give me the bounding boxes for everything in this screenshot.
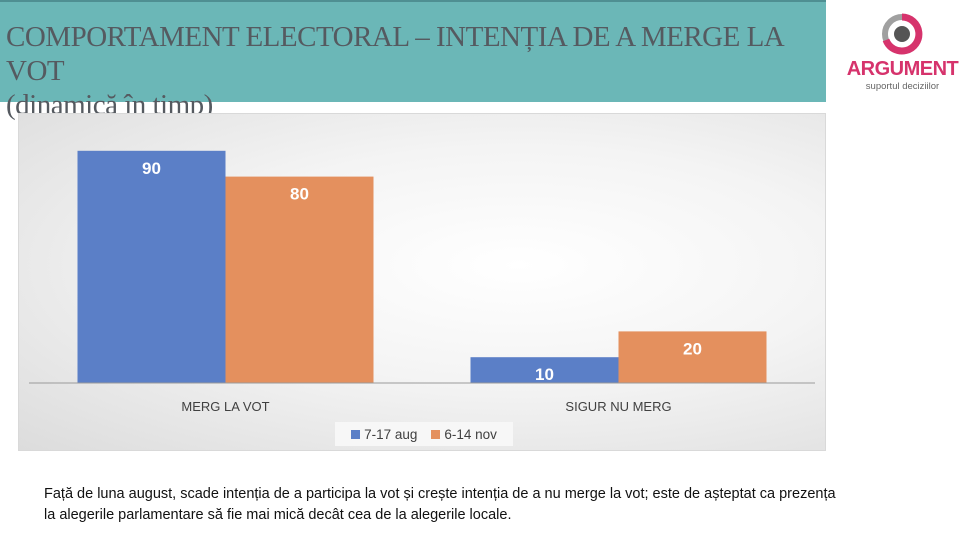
data-label-1-0: 10	[535, 365, 554, 384]
legend-item-aug: 7-17 aug	[351, 427, 417, 442]
category-label-1: SIGUR NU MERG	[565, 399, 671, 414]
legend-swatch-aug	[351, 429, 361, 439]
legend-item-nov: 6-14 nov	[431, 427, 497, 442]
chart-plot: 90 80 MERG LA VOT 10 20 SIGUR NU MERG	[29, 150, 815, 414]
data-label-0-0: 90	[142, 159, 161, 178]
legend-label-nov: 6-14 nov	[444, 426, 497, 442]
bar-chart: 90 80 MERG LA VOT 10 20 SIGUR NU MERG 7-17 au…	[18, 113, 826, 451]
legend-swatch-nov	[431, 429, 441, 439]
bar-0-0	[77, 150, 226, 383]
category-label-0: MERG LA VOT	[181, 399, 269, 414]
footer-note: Față de luna august, scade intenția de a…	[44, 486, 836, 523]
argument-logo: ARGUMENT suportul deciziilor	[840, 10, 965, 95]
title-banner: COMPORTAMENT ELECTORAL – INTENȚIA DE A M…	[0, 2, 826, 121]
logo-tagline: suportul deciziilor	[865, 81, 940, 92]
page-title: COMPORTAMENT ELECTORAL – INTENȚIA DE A M…	[6, 20, 826, 122]
bar-1-1	[618, 331, 767, 383]
data-label-1-1: 20	[683, 339, 702, 358]
top-border	[0, 0, 826, 2]
bar-0-1	[225, 176, 374, 383]
bar-1-0	[470, 357, 619, 383]
data-label-0-1: 80	[290, 185, 309, 204]
logo-ring-icon	[882, 13, 923, 55]
logo-name: ARGUMENT	[846, 58, 959, 80]
title-line-1: COMPORTAMENT ELECTORAL – INTENȚIA DE A M…	[6, 21, 783, 87]
legend-label-aug: 7-17 aug	[364, 426, 418, 442]
chart-legend: 7-17 aug 6-14 nov	[335, 422, 513, 446]
